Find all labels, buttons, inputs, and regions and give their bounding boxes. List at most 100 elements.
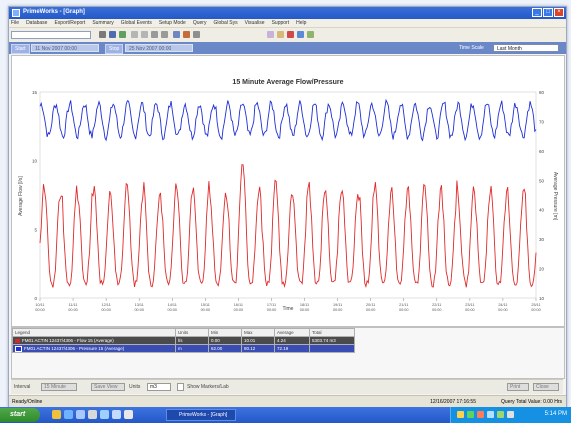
menu-item[interactable]: Setup Mode — [158, 20, 186, 26]
y-axis-right-label: Average Pressure [m] — [552, 172, 558, 221]
menu-item[interactable]: Export/Report — [54, 20, 86, 26]
x-tick-label: 00:00 — [134, 308, 144, 312]
x-tick-label: 19/11 — [333, 303, 342, 307]
toolbar-combo[interactable] — [11, 31, 91, 39]
zoom-in-icon[interactable] — [151, 31, 158, 38]
x-tick-label: 24/11 — [498, 303, 507, 307]
print-icon[interactable] — [119, 31, 126, 38]
time-scale-label: Time Scale — [459, 45, 484, 51]
save-icon[interactable] — [109, 31, 116, 38]
settings-icon[interactable] — [193, 31, 200, 38]
close-icon[interactable]: × — [554, 8, 564, 17]
x-tick-label: 00:00 — [68, 308, 78, 312]
y-right-tick-label: 40 — [539, 208, 545, 213]
system-tray: 5:14 PM — [450, 407, 571, 423]
close-button[interactable]: Close — [533, 383, 559, 391]
status-left: Ready/Online — [12, 399, 43, 405]
browser-icon[interactable] — [64, 410, 73, 419]
x-tick-label: 23/11 — [465, 303, 474, 307]
chart-icon[interactable] — [183, 31, 190, 38]
menu-item[interactable]: Database — [26, 20, 48, 26]
time-range-bar: Start 11 Nov 2007 00:00 Stop 25 Nov 2007… — [9, 42, 566, 54]
legend-header: Total — [309, 328, 355, 337]
alert-icon[interactable] — [287, 31, 294, 38]
maximize-icon[interactable]: □ — [543, 8, 553, 17]
units-select[interactable]: m3 — [147, 383, 171, 391]
legend-row-pressure[interactable]: FM01 ACTIN 12437/4306 - Pressure 15 (Ave… — [12, 344, 355, 353]
menu-item[interactable]: Global Events — [120, 20, 152, 26]
app-window: PrimeWorks - [Graph] _ □ × File Database E… — [8, 6, 567, 408]
text-icon[interactable] — [297, 31, 304, 38]
menu-item[interactable]: Summary — [92, 20, 114, 26]
menu-item[interactable]: File — [11, 20, 20, 26]
pressure-swatch-icon — [15, 345, 22, 352]
app-shortcut-icon[interactable] — [124, 410, 133, 419]
x-tick-label: 00:00 — [234, 308, 244, 312]
tray-icon[interactable] — [497, 411, 504, 418]
x-tick-label: 20/11 — [366, 303, 375, 307]
toolbar — [9, 28, 566, 43]
y-left-tick-label: 15 — [32, 90, 38, 95]
table-icon[interactable] — [173, 31, 180, 38]
status-timestamp: 12/16/2007 17:16:55 — [430, 399, 476, 405]
open-icon[interactable] — [99, 31, 106, 38]
legend-row-flow[interactable]: FM01 ACTIN 12437/4306 - Flow 15 (Average… — [12, 336, 355, 345]
y-left-tick-label: 10 — [32, 159, 38, 164]
media-icon[interactable] — [88, 410, 97, 419]
x-tick-label: 00:00 — [432, 308, 442, 312]
mail-icon[interactable] — [100, 410, 109, 419]
x-tick-label: 00:00 — [168, 308, 178, 312]
options-bar: Interval 15 Minute Save View Units m3 Sh… — [11, 379, 563, 394]
tray-icon[interactable] — [477, 411, 484, 418]
export-icon[interactable] — [307, 31, 314, 38]
print-button[interactable]: Print — [507, 383, 529, 391]
start-date-field[interactable]: 11 Nov 2007 00:00 — [31, 44, 99, 52]
legend-table: Legend Units Min Max Average Total FM01 … — [12, 328, 355, 353]
desktop-icon[interactable] — [76, 410, 85, 419]
tray-icon[interactable] — [487, 411, 494, 418]
stop-date-field[interactable]: 25 Nov 2007 00:00 — [125, 44, 193, 52]
x-tick-label: 16/11 — [234, 303, 243, 307]
menu-item[interactable]: Global Sys — [213, 20, 238, 26]
time-scale-select[interactable]: Last Month — [493, 44, 559, 52]
x-tick-label: 00:00 — [35, 308, 45, 312]
interval-select[interactable]: 15 Minute — [41, 383, 77, 391]
menu-item[interactable]: Query — [192, 20, 207, 26]
title-bar[interactable]: PrimeWorks - [Graph] _ □ × — [9, 7, 566, 19]
window-title: PrimeWorks - [Graph] — [23, 9, 85, 15]
x-tick-label: 00:00 — [267, 308, 277, 312]
forward-icon[interactable] — [141, 31, 148, 38]
start-button[interactable]: start — [0, 408, 40, 422]
zoom-out-icon[interactable] — [161, 31, 168, 38]
save-view-button[interactable]: Save View — [91, 383, 125, 391]
taskbar-window-button[interactable]: PrimeWorks - [Graph] — [166, 409, 236, 421]
start-label: Start — [11, 44, 30, 54]
menu-item[interactable]: Help — [296, 20, 307, 26]
tray-icon[interactable] — [457, 411, 464, 418]
x-tick-label: 25/11 — [531, 303, 540, 307]
x-tick-label: 13/11 — [135, 303, 144, 307]
legend-average: 72.19 — [274, 344, 310, 353]
back-icon[interactable] — [131, 31, 138, 38]
legend-max: 80.12 — [241, 344, 275, 353]
flow-swatch-icon — [15, 338, 20, 343]
menu-item[interactable]: Visualise — [244, 20, 265, 26]
tray-icon[interactable] — [507, 411, 514, 418]
pen-icon[interactable] — [267, 31, 274, 38]
x-tick-label: 00:00 — [333, 308, 343, 312]
minimize-icon[interactable]: _ — [532, 8, 542, 17]
show-markers-label: Show Markers/Lab — [187, 384, 229, 390]
legend-max: 10.01 — [241, 336, 275, 345]
marker-icon[interactable] — [277, 31, 284, 38]
menu-item[interactable]: Support — [271, 20, 290, 26]
y-right-tick-label: 60 — [539, 149, 545, 154]
chart-panel: 15 Minute Average Flow/Pressure Time Ave… — [11, 55, 565, 327]
tray-icon[interactable] — [467, 411, 474, 418]
folder-icon[interactable] — [52, 410, 61, 419]
y-right-tick-label: 50 — [539, 178, 545, 183]
legend-name: FM01 ACTIN 12437/4306 - Flow 15 (Average… — [22, 338, 114, 343]
legend-header: Average — [274, 328, 310, 337]
x-tick-label: 12/11 — [102, 303, 111, 307]
app-shortcut-icon[interactable] — [112, 410, 121, 419]
show-markers-checkbox[interactable] — [177, 383, 184, 391]
